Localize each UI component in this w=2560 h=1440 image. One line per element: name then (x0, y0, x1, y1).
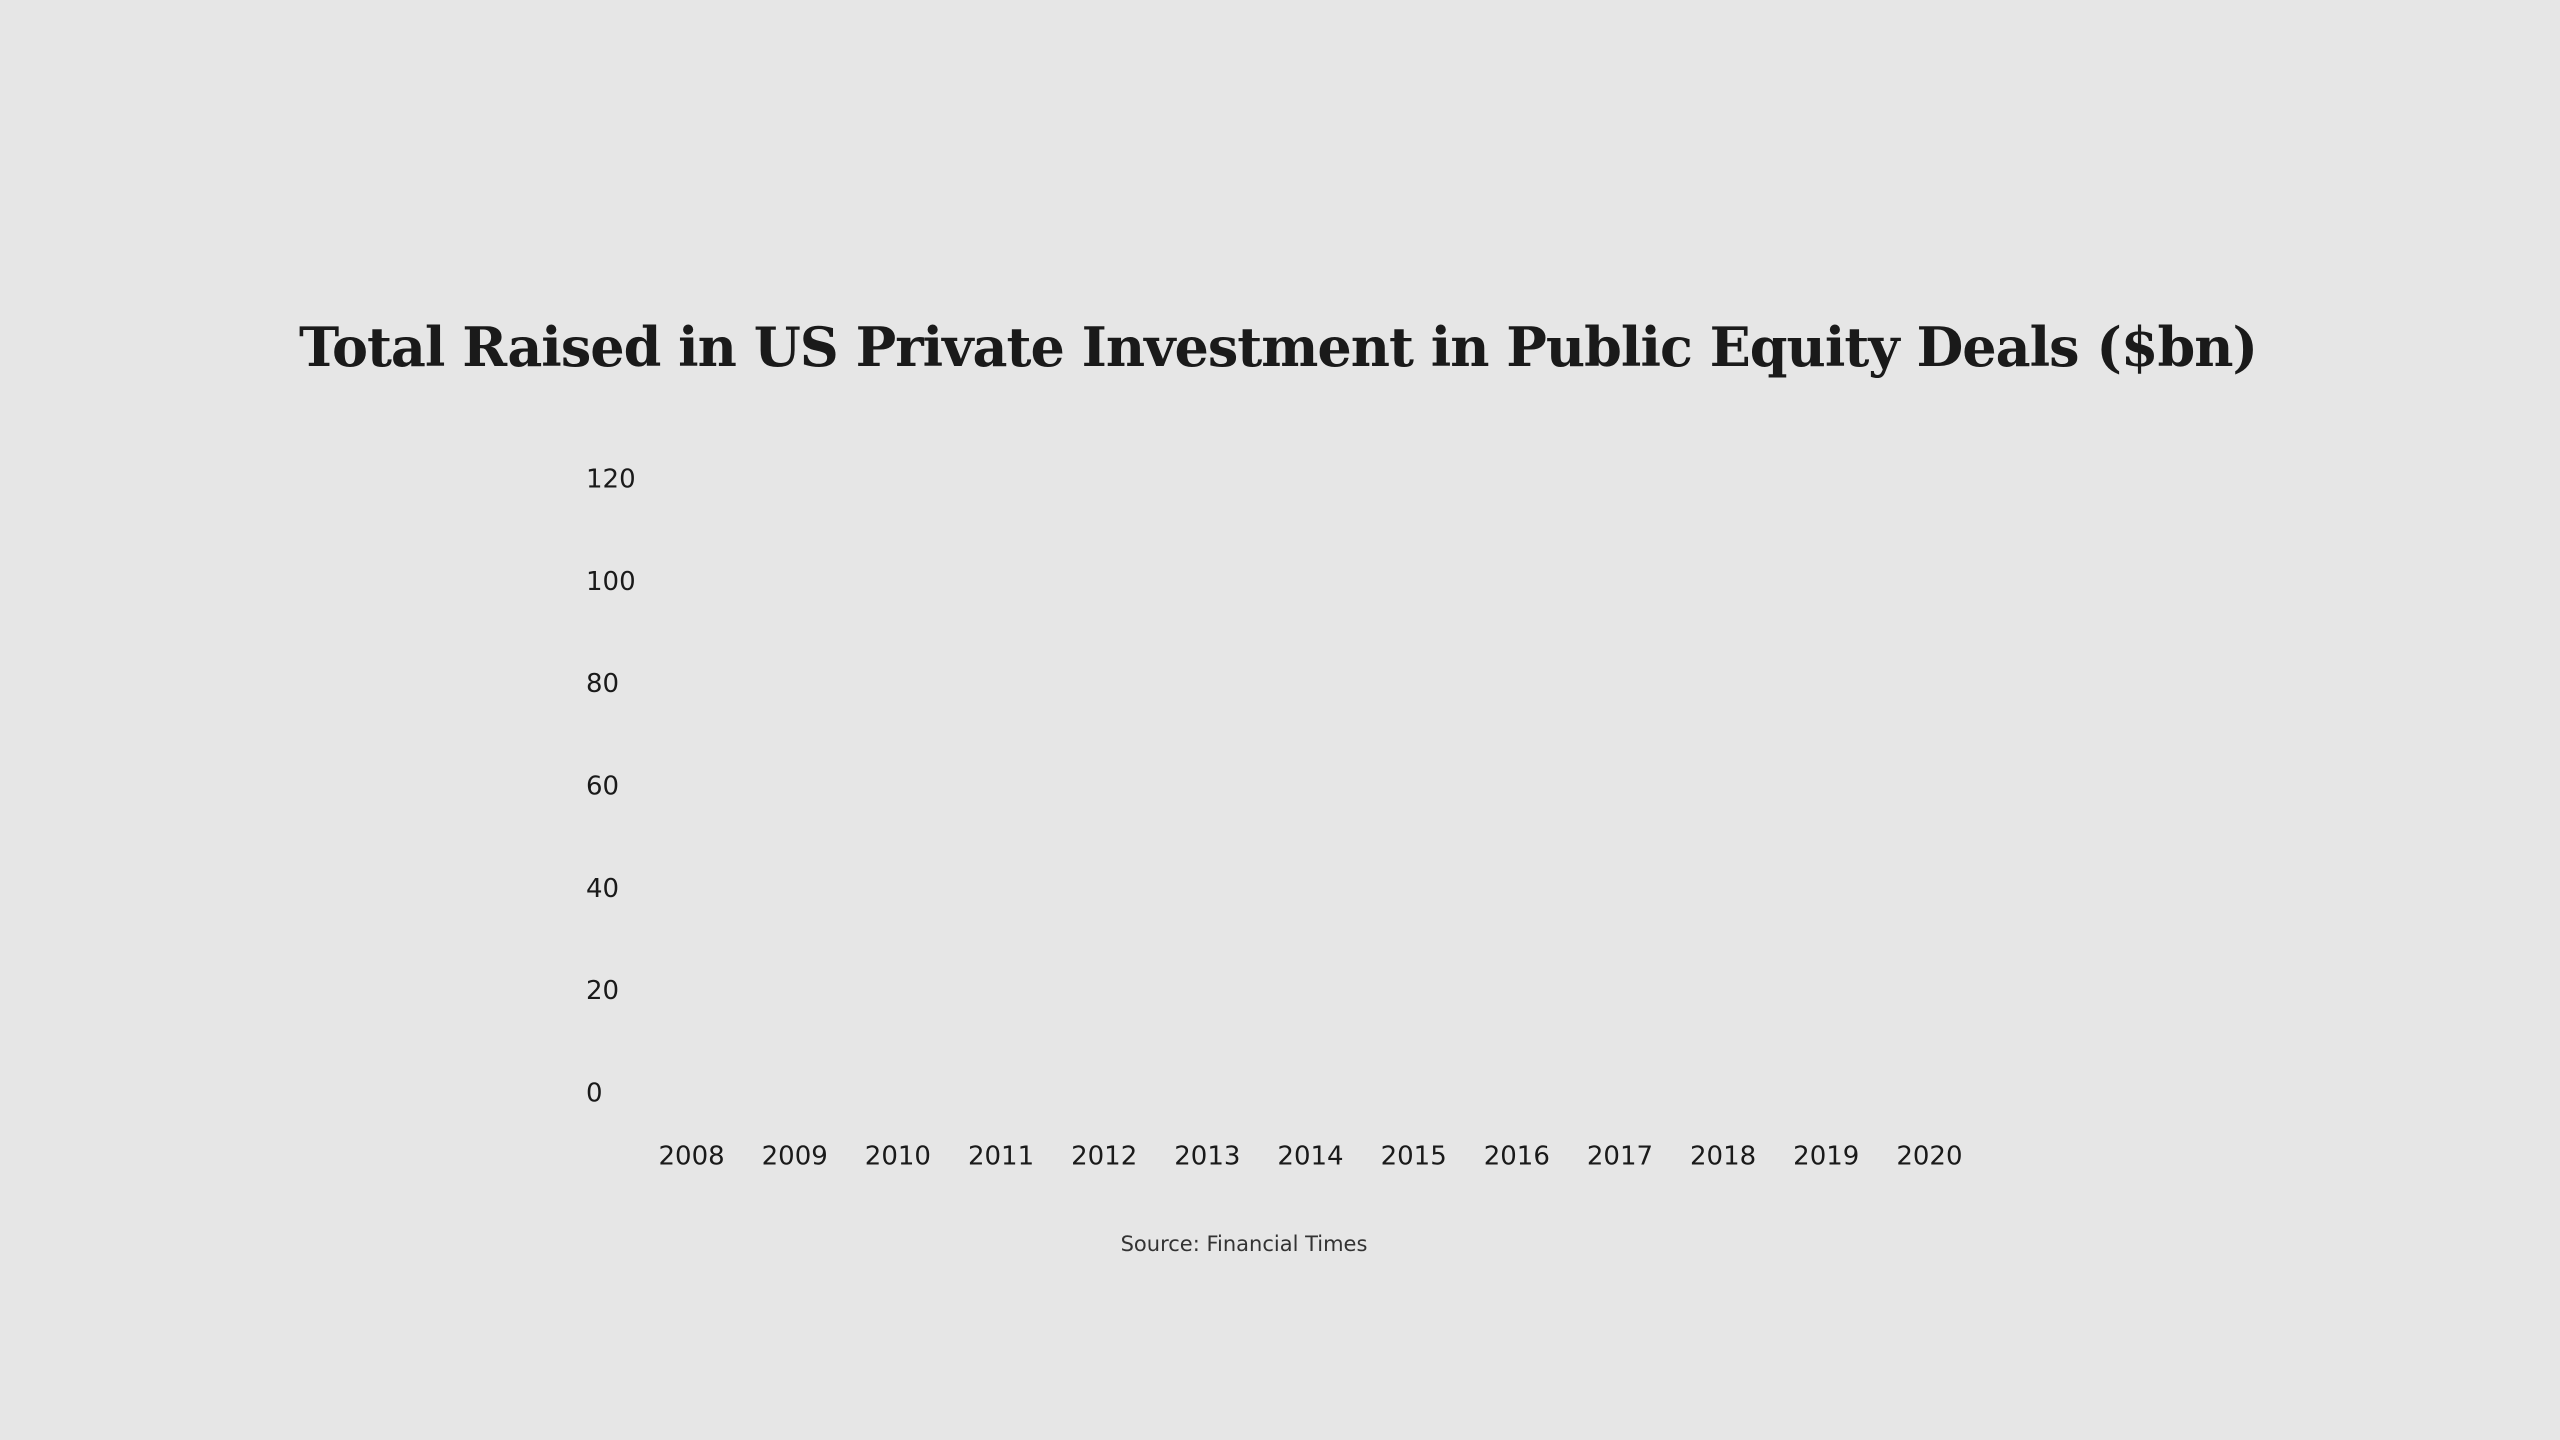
x-tick-label: 2014 (1277, 1142, 1343, 1172)
x-tick-label: 2015 (1381, 1142, 1447, 1172)
y-tick-label: 120 (586, 465, 636, 495)
y-tick-label: 100 (586, 567, 636, 597)
chart-title: Total Raised in US Private Investment in… (299, 315, 2257, 379)
x-tick-label: 2019 (1793, 1142, 1859, 1172)
x-tick-label: 2008 (658, 1142, 724, 1172)
x-tick-label: 2020 (1896, 1142, 1962, 1172)
x-tick-label: 2012 (1071, 1142, 1137, 1172)
x-tick-label: 2013 (1174, 1142, 1240, 1172)
x-tick-label: 2016 (1484, 1142, 1550, 1172)
y-tick-label: 80 (586, 669, 619, 699)
y-tick-label: 20 (586, 976, 619, 1006)
y-tick-label: 0 (586, 1079, 603, 1109)
y-tick-label: 40 (586, 874, 619, 904)
x-tick-label: 2011 (968, 1142, 1034, 1172)
source-note: Source: Financial Times (1121, 1232, 1368, 1256)
x-tick-label: 2009 (762, 1142, 828, 1172)
y-tick-label: 60 (586, 772, 619, 802)
x-tick-label: 2010 (865, 1142, 931, 1172)
x-tick-label: 2018 (1690, 1142, 1756, 1172)
x-tick-label: 2017 (1587, 1142, 1653, 1172)
